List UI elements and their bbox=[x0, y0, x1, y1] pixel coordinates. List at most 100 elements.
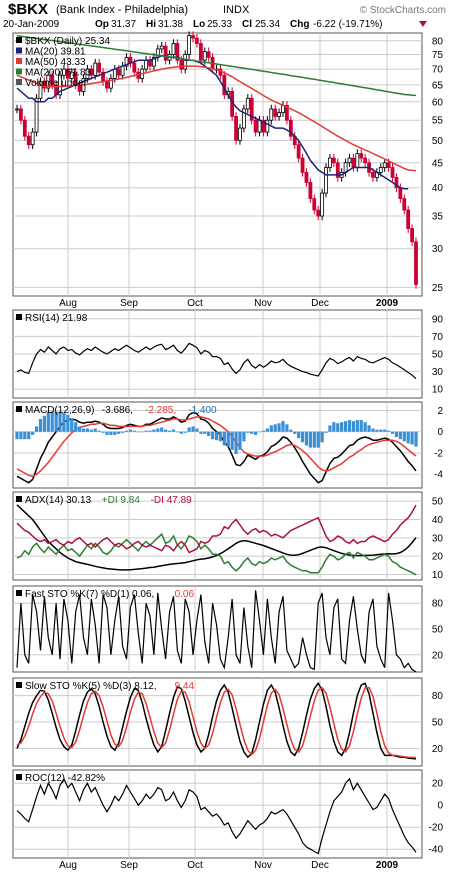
macd-histogram-bar bbox=[257, 431, 262, 433]
macd-histogram-bar bbox=[387, 430, 391, 432]
price-bar-body bbox=[320, 192, 325, 217]
y-tick-label: 50 bbox=[432, 718, 444, 729]
macd-histogram-bar bbox=[347, 420, 352, 432]
macd-histogram-bar bbox=[210, 431, 215, 440]
quote-change-label: Chg bbox=[290, 19, 309, 30]
price-bar-body bbox=[410, 228, 414, 243]
macd-histogram-bar bbox=[230, 431, 234, 450]
macd-histogram-bar bbox=[70, 417, 74, 432]
price-bar-body bbox=[324, 167, 328, 194]
macd-histogram-bar bbox=[152, 429, 156, 432]
price-bar-body bbox=[38, 81, 43, 99]
price-bar-body bbox=[261, 119, 266, 133]
legend-swatch bbox=[16, 79, 22, 85]
price-bar-body bbox=[50, 74, 55, 86]
macd-histogram-bar bbox=[261, 430, 266, 432]
price-bar-body bbox=[316, 209, 321, 217]
y-tick-label: 20 bbox=[432, 779, 444, 790]
series-line bbox=[16, 686, 417, 759]
panel-roc: -40 -20 0 20 ROC(12) -42.82% Aug Sep Oct Nov Dec 2… bbox=[12, 769, 444, 871]
price-bar-body bbox=[105, 81, 109, 89]
macd-histogram-bar bbox=[160, 427, 164, 432]
watermark: © StockCharts.com bbox=[360, 5, 446, 16]
chart-name: (Bank Index - Philadelphia) bbox=[56, 4, 188, 16]
price-bar-body bbox=[62, 68, 66, 76]
macd-histogram-bar bbox=[304, 431, 309, 446]
price-bar-body bbox=[238, 127, 242, 141]
x-tick-label: Oct bbox=[187, 860, 203, 871]
y-tick-label: 35 bbox=[432, 212, 444, 223]
macd-histogram-bar bbox=[332, 422, 336, 432]
series-line bbox=[16, 34, 417, 97]
x-tick-label: Nov bbox=[254, 860, 272, 871]
macd-histogram-bar bbox=[203, 431, 207, 434]
y-tick-label: 10 bbox=[432, 570, 444, 581]
y-tick-label: 40 bbox=[432, 183, 444, 194]
quote-date: 20-Jan-2009 bbox=[3, 19, 60, 30]
price-bar-body bbox=[249, 97, 254, 121]
y-tick-label: 0 bbox=[437, 427, 443, 438]
legend-swatch bbox=[16, 406, 22, 412]
macd-histogram-bar bbox=[218, 431, 223, 442]
x-tick-label: Aug bbox=[59, 298, 77, 309]
macd-histogram-bar bbox=[156, 428, 160, 432]
macd-histogram-bar bbox=[363, 422, 367, 432]
x-tick-label: Dec bbox=[311, 298, 329, 309]
legend-swatch bbox=[16, 47, 22, 54]
price-bar-body bbox=[355, 153, 360, 168]
macd-histogram-bar bbox=[140, 431, 144, 433]
macd-histogram-bar bbox=[269, 425, 273, 432]
legend-label: +DI 9.84 bbox=[102, 495, 141, 506]
price-bar-body bbox=[171, 43, 176, 55]
price-bar-body bbox=[206, 51, 211, 58]
macd-histogram-bar bbox=[293, 431, 297, 434]
macd-histogram-bar bbox=[101, 431, 105, 433]
macd-histogram-bar bbox=[128, 429, 133, 432]
macd-histogram-bar bbox=[222, 431, 226, 446]
price-bar-body bbox=[144, 59, 148, 70]
legend-swatch bbox=[16, 682, 22, 688]
macd-histogram-bar bbox=[46, 411, 50, 432]
macd-histogram-bar bbox=[132, 430, 136, 432]
price-bar-body bbox=[132, 62, 137, 73]
macd-histogram-bar bbox=[175, 431, 179, 433]
macd-histogram-bar bbox=[234, 431, 238, 455]
y-tick-label: -40 bbox=[429, 845, 444, 856]
macd-histogram-bar bbox=[246, 431, 250, 433]
macd-histogram-bar bbox=[27, 431, 31, 440]
macd-histogram-bar bbox=[179, 431, 183, 434]
panel-macd: -4 -2 0 2 MACD(12,26,9) -3.686, -2.285, -1.400 bbox=[12, 401, 443, 489]
indicator-panels: 25 30 35 40 45 50 55 60 65 70 75 80 $BKX (Daily) 25.… bbox=[12, 31, 444, 871]
legend-label: ADX(14) 30.13 bbox=[25, 495, 92, 506]
price-bar-body bbox=[148, 59, 152, 67]
quote-change: -6.22 (-19.71%) bbox=[313, 19, 382, 30]
legend-label: Volume undef bbox=[25, 78, 86, 89]
price-bar-body bbox=[371, 171, 375, 178]
legend-label: Slow STO %K(5) %D(3) 8.12, bbox=[25, 681, 157, 692]
macd-histogram-bar bbox=[105, 431, 109, 435]
macd-histogram-bar bbox=[250, 431, 254, 434]
y-tick-label: 20 bbox=[432, 552, 444, 563]
macd-histogram-bar bbox=[42, 415, 46, 432]
quote-close: 25.34 bbox=[255, 19, 280, 30]
macd-histogram-bar bbox=[402, 431, 406, 442]
quote-open-label: Op bbox=[95, 19, 109, 30]
macd-histogram-bar bbox=[300, 431, 305, 443]
price-bar-body bbox=[288, 119, 293, 137]
macd-histogram-bar bbox=[254, 431, 258, 435]
macd-histogram-bar bbox=[89, 429, 93, 432]
macd-histogram-bar bbox=[191, 426, 195, 432]
x-tick-label: Oct bbox=[187, 298, 203, 309]
macd-histogram-bar bbox=[81, 428, 86, 432]
macd-histogram-bar bbox=[410, 431, 414, 445]
price-bar-body bbox=[253, 119, 258, 133]
y-tick-label: 25 bbox=[432, 283, 444, 294]
price-bar-body bbox=[187, 35, 192, 55]
macd-histogram-bar bbox=[406, 431, 410, 444]
price-bar-body bbox=[152, 56, 156, 67]
macd-histogram-bar bbox=[19, 431, 23, 440]
price-bar-body bbox=[69, 71, 74, 79]
macd-histogram-bar bbox=[195, 428, 199, 432]
price-bar-body bbox=[19, 108, 23, 121]
